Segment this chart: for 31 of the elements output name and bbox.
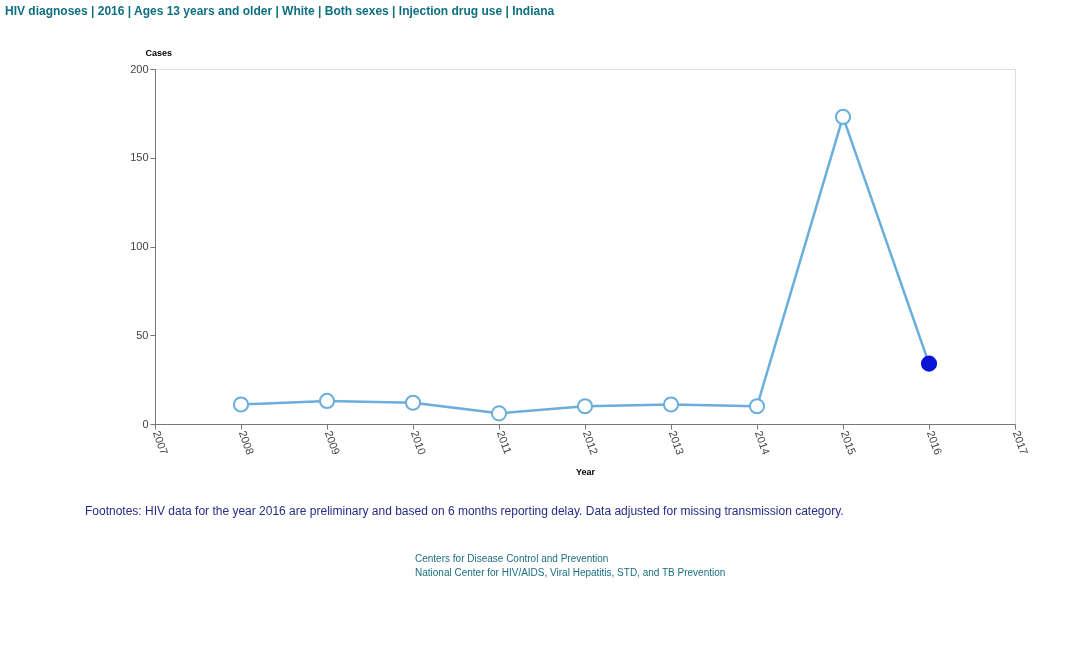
x-tick-label: 2014: [752, 429, 773, 457]
x-tick-label: 2008: [236, 429, 257, 457]
x-tick-label: 2016: [924, 429, 945, 457]
point: [404, 394, 422, 411]
y-tick-label: 200: [130, 62, 149, 75]
x-tick-label: 2011: [494, 429, 515, 456]
x-axis-title: Year: [575, 467, 596, 478]
text: Centers for Disease Control and Prevention: [415, 553, 609, 564]
x-tick-label: 2015: [838, 429, 859, 457]
chart-title: HIV diagnoses | 2016 | Ages 13 years and older | White | Both sexes | Injection drug use | Indiana: [5, 4, 555, 18]
y-tick-label: 100: [130, 240, 149, 252]
point: [834, 108, 852, 125]
point: [576, 398, 594, 415]
point: [318, 392, 336, 409]
y-tick-label: 50: [136, 328, 149, 341]
point: [662, 396, 680, 413]
point: [920, 355, 938, 372]
point: [748, 398, 766, 415]
text: National Center for HIV/AIDS, Viral Hepatitis, STD, and TB Prevention: [415, 567, 726, 578]
y-tick-label: 0: [142, 417, 149, 430]
x-tick-label: 2007: [150, 429, 171, 457]
y-axis-title: Cases: [145, 47, 173, 58]
y-tick-label: 150: [130, 151, 149, 164]
x-tick-label: 2009: [322, 429, 343, 457]
point: [232, 396, 250, 413]
point: [490, 405, 508, 422]
x-tick-label: 2010: [408, 429, 429, 457]
x-tick-label: 2017: [1010, 429, 1031, 457]
x-tick-label: 2012: [580, 429, 601, 457]
x-tick-label: 2013: [666, 429, 687, 457]
text: Footnotes: HIV data for the year 2016 are preliminary and based on 6 months reporting delay. Data adjusted for missing transmission category.: [85, 504, 844, 518]
